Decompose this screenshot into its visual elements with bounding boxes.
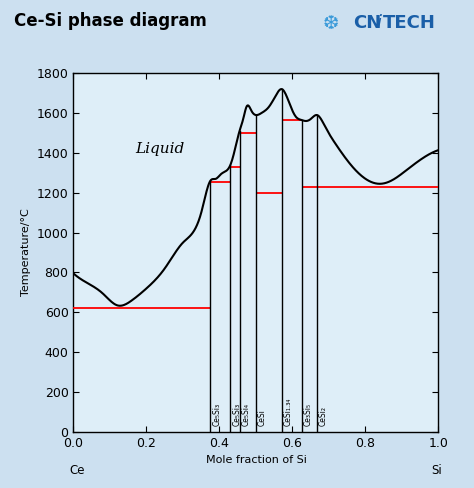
Text: Ce₅Si₄: Ce₅Si₄ <box>241 403 250 426</box>
Y-axis label: Temperature/°C: Temperature/°C <box>21 209 31 296</box>
Text: CeSi₁.₃₄: CeSi₁.₃₄ <box>284 398 293 426</box>
Text: Ce₅Si₃: Ce₅Si₃ <box>232 403 241 426</box>
Text: Liquid: Liquid <box>136 142 185 156</box>
X-axis label: Mole fraction of Si: Mole fraction of Si <box>206 455 306 465</box>
Text: ❆: ❆ <box>322 14 339 33</box>
Text: CeSi: CeSi <box>258 409 267 426</box>
Text: Ce: Ce <box>70 464 85 477</box>
Text: CeSi₂: CeSi₂ <box>319 406 328 426</box>
Text: i: i <box>377 14 382 32</box>
Text: Ce-Si phase diagram: Ce-Si phase diagram <box>14 12 207 30</box>
Text: Ce₃Si₅: Ce₃Si₅ <box>303 403 312 426</box>
Text: TECH: TECH <box>383 14 436 32</box>
Text: CN: CN <box>353 14 382 32</box>
Text: Ce₅Si₃: Ce₅Si₃ <box>212 403 221 426</box>
Text: Si: Si <box>431 464 442 477</box>
